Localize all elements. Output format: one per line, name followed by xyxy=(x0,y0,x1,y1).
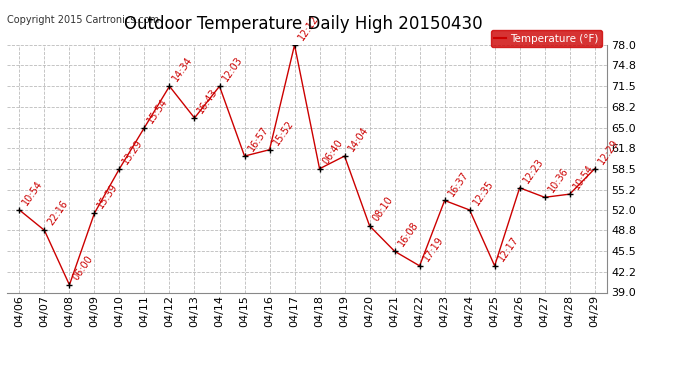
Legend: Temperature (°F): Temperature (°F) xyxy=(491,30,602,46)
Text: 06:00: 06:00 xyxy=(71,254,95,282)
Text: 10:36: 10:36 xyxy=(546,166,570,195)
Text: 14:34: 14:34 xyxy=(171,55,195,84)
Text: 12:03: 12:03 xyxy=(221,55,245,84)
Text: 06:40: 06:40 xyxy=(321,138,345,166)
Text: 16:43: 16:43 xyxy=(196,87,220,115)
Text: 12:29: 12:29 xyxy=(596,137,620,166)
Text: Outdoor Temperature Daily High 20150430: Outdoor Temperature Daily High 20150430 xyxy=(124,15,483,33)
Text: 16:57: 16:57 xyxy=(246,124,270,153)
Text: 13:29: 13:29 xyxy=(121,137,145,166)
Text: 17:19: 17:19 xyxy=(421,234,445,263)
Text: 12:12: 12:12 xyxy=(296,13,320,42)
Text: Copyright 2015 Cartronics.com: Copyright 2015 Cartronics.com xyxy=(7,15,159,25)
Text: 22:16: 22:16 xyxy=(46,199,70,228)
Text: 10:54: 10:54 xyxy=(571,163,595,191)
Text: 10:54: 10:54 xyxy=(21,178,45,207)
Text: 16:37: 16:37 xyxy=(446,169,470,198)
Text: 08:10: 08:10 xyxy=(371,195,395,223)
Text: 12:17: 12:17 xyxy=(496,234,520,263)
Text: 12:35: 12:35 xyxy=(471,178,495,207)
Text: 12:23: 12:23 xyxy=(521,156,545,185)
Text: 15:54: 15:54 xyxy=(146,96,170,125)
Text: 15:52: 15:52 xyxy=(271,118,295,147)
Text: 16:08: 16:08 xyxy=(396,220,420,249)
Text: 15:39: 15:39 xyxy=(96,182,120,210)
Text: 14:04: 14:04 xyxy=(346,125,370,153)
